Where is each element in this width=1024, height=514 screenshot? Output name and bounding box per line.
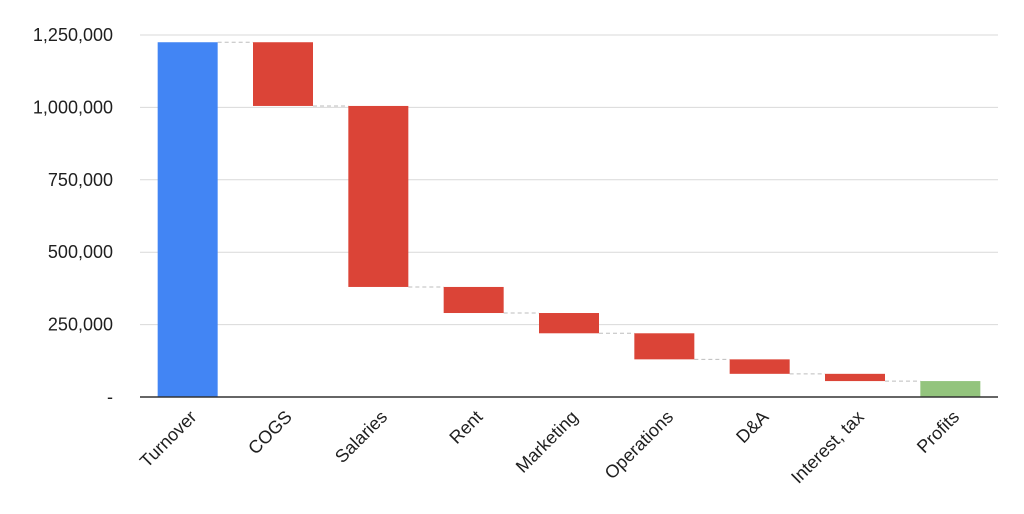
y-tick-label: 750,000 xyxy=(48,170,113,190)
bar-cogs xyxy=(253,42,313,106)
x-tick-label: D&A xyxy=(732,407,772,447)
bar-profits xyxy=(920,381,981,397)
bar-rent xyxy=(443,286,504,314)
connector-lines xyxy=(217,41,921,382)
x-axis-category-labels: Turnover COGS Salaries Rent Marketing Operati… xyxy=(136,407,963,488)
bar-marketing xyxy=(539,313,599,334)
x-tick-label: Marketing xyxy=(512,407,582,477)
gridlines xyxy=(140,34,998,326)
bar-d-a xyxy=(729,359,790,374)
y-tick-label: 250,000 xyxy=(48,315,113,335)
bar-salaries xyxy=(348,105,409,287)
y-tick-label: - xyxy=(107,387,113,407)
bar-operations xyxy=(634,333,695,360)
y-tick-label: 500,000 xyxy=(48,242,113,262)
x-tick-label: Salaries xyxy=(331,407,391,467)
x-tick-label: Profits xyxy=(913,407,963,457)
bar-interest-tax xyxy=(825,373,885,382)
bar-turnover xyxy=(157,42,218,398)
x-tick-label: Interest, tax xyxy=(787,407,868,488)
x-tick-label: Rent xyxy=(445,407,486,448)
bars xyxy=(157,42,981,398)
x-tick-label: Turnover xyxy=(136,407,201,472)
x-tick-label: COGS xyxy=(244,407,296,459)
x-tick-label: Operations xyxy=(601,407,677,483)
y-tick-label: 1,250,000 xyxy=(33,25,113,45)
y-tick-label: 1,000,000 xyxy=(33,97,113,117)
y-axis-tick-labels: - 250,000 500,000 750,000 1,000,000 1,250,000 xyxy=(33,25,113,407)
